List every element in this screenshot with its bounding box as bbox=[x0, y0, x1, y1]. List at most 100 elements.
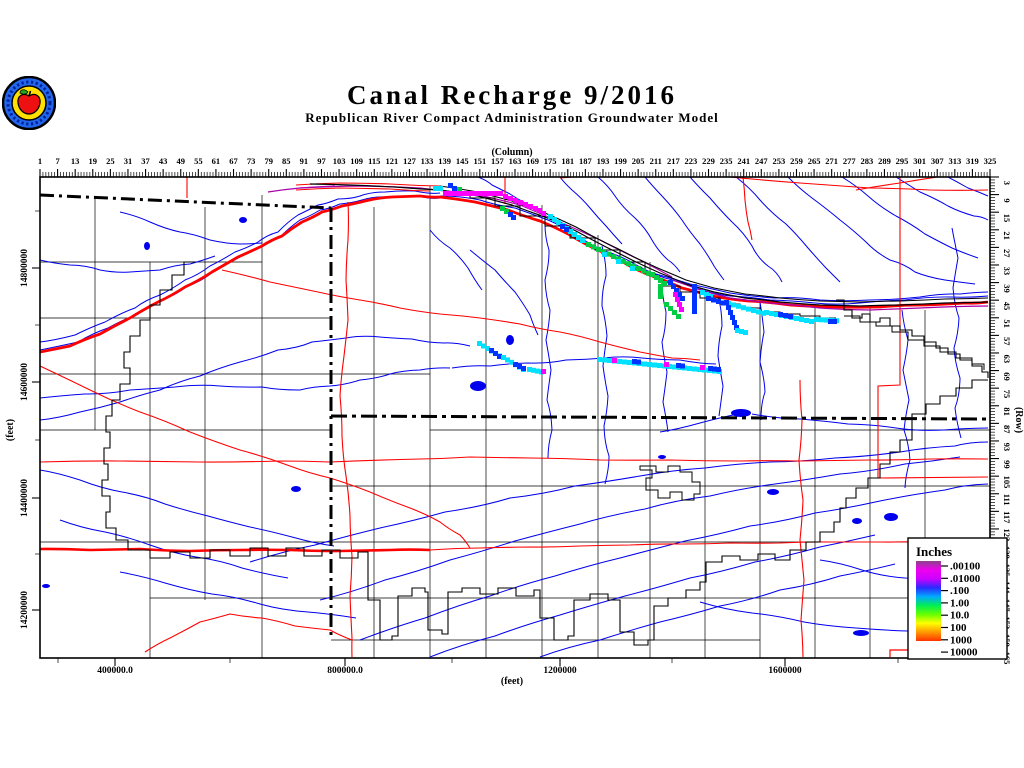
recharge-cell bbox=[677, 302, 682, 307]
column-tick-label: 181 bbox=[561, 156, 574, 166]
stream bbox=[841, 177, 979, 259]
recharge-cell bbox=[463, 191, 468, 196]
recharge-cell bbox=[769, 311, 774, 316]
stream bbox=[787, 177, 976, 285]
row-tick-label: 27 bbox=[1002, 249, 1012, 258]
column-tick-label: 187 bbox=[579, 156, 593, 166]
lake bbox=[853, 630, 869, 636]
highways-layer bbox=[40, 177, 989, 658]
recharge-cell bbox=[672, 310, 677, 315]
highway bbox=[742, 177, 753, 241]
stream bbox=[644, 177, 725, 281]
recharge-cell bbox=[741, 305, 746, 311]
recharge-cell bbox=[832, 319, 837, 324]
lake bbox=[42, 584, 50, 588]
recharge-cell bbox=[824, 317, 829, 323]
recharge-cell bbox=[517, 364, 522, 369]
recharge-cell bbox=[672, 364, 677, 370]
legend-color-bar bbox=[916, 561, 941, 641]
recharge-cell bbox=[716, 299, 721, 304]
recharge-cell bbox=[692, 294, 697, 299]
state-line-co-ne bbox=[40, 193, 332, 210]
column-tick-label: 43 bbox=[159, 156, 168, 166]
stream bbox=[951, 227, 962, 439]
column-tick-label: 55 bbox=[194, 156, 203, 166]
recharge-cell bbox=[652, 362, 657, 368]
lake bbox=[852, 518, 862, 524]
recharge-cell bbox=[809, 319, 814, 324]
recharge-cell bbox=[716, 367, 721, 372]
column-tick-label: 121 bbox=[385, 156, 398, 166]
row-tick-label: 45 bbox=[1002, 302, 1012, 311]
row-tick-label: 99 bbox=[1002, 460, 1012, 469]
recharge-cell bbox=[756, 309, 761, 315]
recharge-cell bbox=[473, 191, 478, 196]
row-tick-label: 87 bbox=[1002, 425, 1012, 434]
recharge-cell bbox=[505, 357, 510, 363]
recharge-cell bbox=[518, 200, 523, 205]
recharge-cell bbox=[580, 238, 585, 243]
recharge-cell bbox=[597, 357, 602, 362]
recharge-cell bbox=[778, 312, 783, 317]
canal-corridor-line bbox=[309, 183, 989, 307]
column-tick-label: 211 bbox=[650, 156, 662, 166]
model-boundary bbox=[839, 379, 988, 514]
column-tick-label: 151 bbox=[473, 156, 486, 166]
recharge-cell bbox=[564, 227, 569, 232]
highway bbox=[559, 177, 989, 191]
recharge-cell bbox=[788, 314, 793, 319]
stream bbox=[119, 211, 263, 245]
column-tick-label: 247 bbox=[755, 156, 769, 166]
recharge-cell bbox=[513, 198, 518, 203]
recharge-cell bbox=[692, 366, 697, 372]
recharge-cell bbox=[576, 235, 581, 240]
recharge-cell bbox=[730, 315, 735, 320]
recharge-cell bbox=[591, 244, 596, 250]
recharge-cell bbox=[531, 367, 536, 373]
recharge-cell bbox=[819, 317, 824, 323]
recharge-cell bbox=[548, 214, 553, 219]
recharge-cell bbox=[504, 209, 509, 214]
recharge-cell bbox=[724, 300, 729, 305]
recharge-cell bbox=[457, 187, 462, 192]
row-tick-label: 75 bbox=[1002, 390, 1012, 399]
column-axis-ticks bbox=[39, 169, 991, 177]
column-tick-label: 175 bbox=[544, 156, 557, 166]
recharge-cell bbox=[537, 208, 542, 213]
row-tick-label: 123 bbox=[1002, 528, 1012, 541]
stream bbox=[544, 221, 553, 459]
recharge-cell bbox=[535, 368, 540, 374]
recharge-cell bbox=[458, 191, 463, 196]
recharge-cell bbox=[828, 319, 833, 324]
recharge-cell bbox=[692, 299, 697, 304]
column-tick-label: 223 bbox=[685, 156, 698, 166]
recharge-cell bbox=[736, 303, 741, 309]
recharge-cell bbox=[552, 217, 557, 222]
column-tick-label: 157 bbox=[491, 156, 505, 166]
county-boundaries-layer bbox=[40, 186, 990, 658]
recharge-cell bbox=[485, 346, 490, 351]
rrca-seal-logo bbox=[2, 76, 56, 130]
column-tick-label: 139 bbox=[438, 156, 451, 166]
stream bbox=[359, 483, 989, 641]
recharge-cell bbox=[743, 330, 748, 335]
column-tick-label: 319 bbox=[966, 156, 979, 166]
recharge-cell bbox=[602, 357, 607, 363]
column-tick-label: 115 bbox=[368, 156, 380, 166]
recharge-cell bbox=[617, 359, 622, 364]
recharge-cell bbox=[692, 289, 697, 294]
column-tick-label: 193 bbox=[597, 156, 610, 166]
recharge-cell bbox=[513, 362, 518, 367]
column-tick-label: 271 bbox=[825, 156, 838, 166]
recharge-cell bbox=[783, 313, 788, 318]
stream bbox=[40, 469, 335, 547]
state-boundaries-layer bbox=[40, 193, 989, 640]
recharge-cell bbox=[448, 191, 453, 196]
recharge-cell bbox=[611, 254, 616, 259]
column-tick-label: 325 bbox=[984, 156, 997, 166]
legend-entry-label: 1.00 bbox=[950, 597, 970, 609]
recharge-cell bbox=[642, 361, 647, 367]
column-tick-label: 109 bbox=[350, 156, 363, 166]
stream bbox=[429, 229, 483, 291]
recharge-cell bbox=[493, 351, 498, 356]
